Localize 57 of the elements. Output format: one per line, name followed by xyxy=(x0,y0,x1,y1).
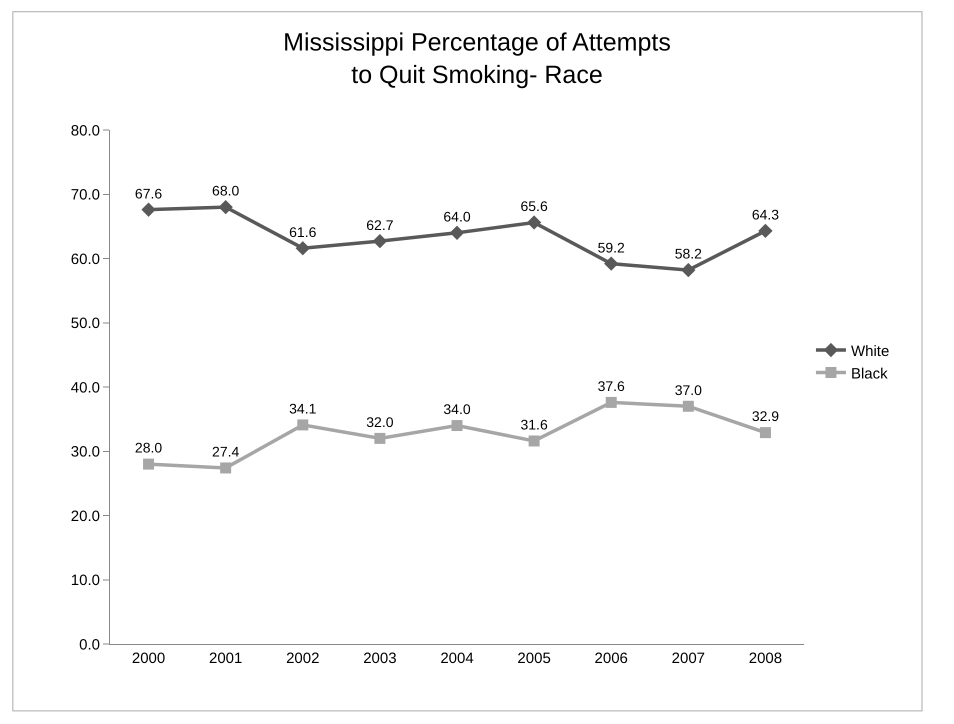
point xyxy=(220,462,232,474)
data-label: 58.2 xyxy=(674,246,702,262)
data-label: 32.0 xyxy=(366,414,394,430)
data-label: 37.0 xyxy=(674,382,702,398)
data-label: 68.0 xyxy=(212,182,240,199)
legend-label: Black xyxy=(850,365,888,382)
point xyxy=(450,226,464,240)
point xyxy=(681,262,696,278)
point xyxy=(452,420,462,432)
point xyxy=(528,435,540,446)
x-tick-label: 2000 xyxy=(132,650,166,667)
x-tick-label: 2001 xyxy=(208,650,242,667)
point xyxy=(141,202,156,217)
point xyxy=(143,458,154,470)
point xyxy=(760,427,771,438)
point xyxy=(372,234,388,248)
data-label: 67.6 xyxy=(134,185,162,202)
y-tick-label: 20.0 xyxy=(70,508,100,525)
data-label: 34.1 xyxy=(289,400,317,417)
point xyxy=(297,419,308,430)
data-label: 34.0 xyxy=(443,401,471,418)
y-tick-label: 50.0 xyxy=(70,315,100,332)
data-label: 27.4 xyxy=(212,444,240,460)
y-tick-label: 10.0 xyxy=(70,572,100,589)
point xyxy=(758,224,773,238)
x-tick-label: 2005 xyxy=(517,650,551,667)
point xyxy=(604,256,618,271)
legend-label: White xyxy=(850,342,890,360)
x-tick-label: 2007 xyxy=(672,650,706,667)
chart-title: Mississippi Percentage of Attempts to Quit Smoking- Race xyxy=(283,28,671,90)
data-label: 59.2 xyxy=(598,239,626,256)
y-tick-label: 30.0 xyxy=(70,444,100,460)
point xyxy=(526,215,542,230)
y-tick-label: 0.0 xyxy=(79,636,100,654)
data-label: 37.6 xyxy=(598,378,626,394)
data-label: 64.3 xyxy=(752,206,780,222)
x-tick-label: 2008 xyxy=(748,650,782,667)
data-label: 61.6 xyxy=(289,224,317,240)
point xyxy=(296,241,310,256)
point xyxy=(682,400,694,412)
x-tick-label: 2003 xyxy=(363,650,397,667)
data-label: 32.9 xyxy=(752,408,780,424)
y-tick-label: 60.0 xyxy=(70,250,100,268)
y-tick-label: 40.0 xyxy=(70,379,100,396)
x-tick-label: 2006 xyxy=(594,650,628,667)
x-tick-label: 2004 xyxy=(440,650,474,667)
data-label: 31.6 xyxy=(520,416,548,433)
point xyxy=(374,432,386,444)
data-label: 64.0 xyxy=(443,208,471,224)
x-tick-label: 2002 xyxy=(286,650,320,667)
y-tick-label: 80.0 xyxy=(70,122,100,140)
point xyxy=(218,200,233,214)
data-label: 62.7 xyxy=(366,216,394,233)
y-tick-label: 70.0 xyxy=(70,186,100,204)
data-label: 28.0 xyxy=(134,440,162,456)
point xyxy=(606,396,617,408)
data-label: 65.6 xyxy=(520,198,548,214)
